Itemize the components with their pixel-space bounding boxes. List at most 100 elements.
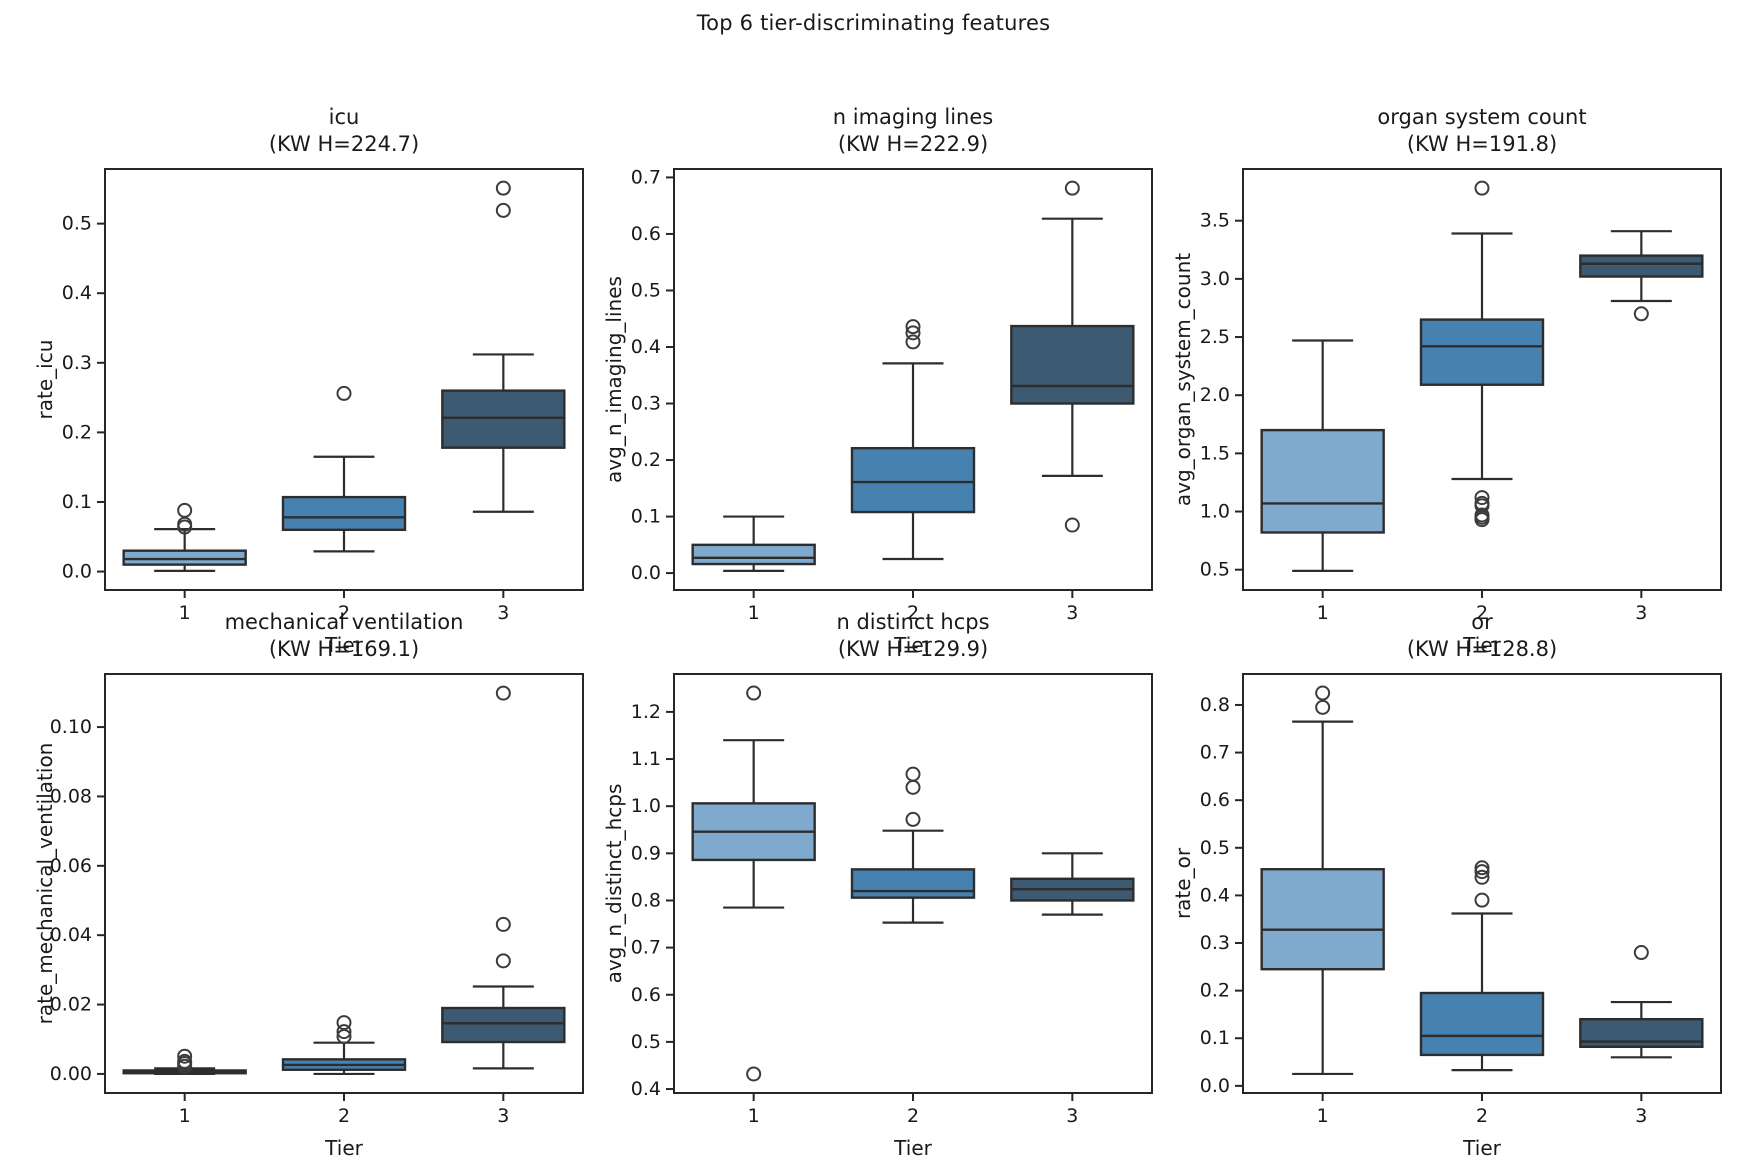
y-tick-label: 1.5 (1200, 442, 1230, 464)
box-tier-2 (281, 495, 407, 532)
y-axis-label: avg_n_distinct_hcps (602, 784, 626, 984)
subplot-subtitle: (KW H=222.9) (838, 132, 988, 156)
box-group-tier-2 (281, 1015, 407, 1076)
y-tick-label: 0.4 (62, 282, 92, 304)
outlier-point (746, 1066, 762, 1082)
outlier-point (1474, 892, 1490, 908)
outlier-point (1474, 860, 1490, 876)
y-tick-label: 0.4 (1200, 884, 1230, 906)
box-group-tier-3 (1010, 180, 1135, 533)
box-tier-3 (441, 389, 566, 449)
outlier-point (495, 180, 511, 196)
outlier-point (336, 1024, 352, 1040)
y-tick-label: 0.4 (631, 336, 661, 358)
outlier-point (495, 202, 511, 218)
subplot-title: mechanical ventilation (225, 610, 464, 634)
outlier-point (1474, 869, 1490, 885)
y-tick-label: 3.0 (1200, 268, 1230, 290)
x-tick-label: 1 (748, 1105, 760, 1127)
x-axis-label: Tier (1462, 1136, 1501, 1160)
y-tick-label: 0.6 (631, 984, 661, 1006)
y-tick-label: 0.08 (50, 785, 92, 807)
x-tick-label: 3 (1635, 1105, 1647, 1127)
box-tier-1 (1260, 428, 1385, 534)
box-group-tier-2 (850, 766, 976, 924)
x-tick-label: 1 (179, 602, 191, 624)
y-tick-label: 0.5 (1200, 837, 1230, 859)
outlier-point (1633, 945, 1649, 961)
outlier-point (177, 1048, 193, 1064)
outlier-point (1315, 685, 1331, 701)
outlier-point (495, 685, 511, 701)
subplot-title: or (1471, 610, 1493, 634)
outlier-point (1633, 306, 1649, 322)
x-tick-label: 2 (907, 1105, 919, 1127)
y-tick-label: 0.10 (50, 716, 92, 738)
box-tier-1 (122, 549, 247, 566)
y-tick-label: 1.0 (1200, 501, 1230, 523)
outlier-point (1474, 180, 1490, 196)
box-group-tier-1 (691, 515, 816, 572)
subplot-subtitle: (KW H=169.1) (269, 637, 419, 661)
y-tick-label: 0.4 (631, 1078, 661, 1100)
y-tick-label: 0.5 (631, 279, 661, 301)
outlier-point (336, 1015, 352, 1031)
box-group-tier-2 (1419, 860, 1545, 1072)
subplot-n_imaging_lines: 0.0 0.1 0.2 0.3 0.4 0.5 0.6 0.7 1 2 3 Tier avg_n_ima… (602, 105, 1153, 657)
box-group-tier-1 (1260, 685, 1385, 1076)
y-tick-label: 0.06 (50, 855, 92, 877)
outlier-point (1474, 512, 1490, 528)
y-tick-label: 0.0 (62, 561, 92, 583)
y-tick-label: 0.1 (1200, 1027, 1230, 1049)
y-tick-label: 0.3 (62, 352, 92, 374)
x-axis-label: Tier (1462, 633, 1501, 657)
y-tick-label: 0.0 (1200, 1075, 1230, 1097)
outlier-point (905, 334, 921, 350)
y-tick-label: 1.1 (631, 748, 661, 770)
x-tick-label: 2 (338, 1105, 350, 1127)
y-tick-label: 2.0 (1200, 384, 1230, 406)
y-axis-label: avg_n_imaging_lines (602, 276, 626, 483)
x-tick-label: 3 (1066, 1105, 1078, 1127)
y-tick-label: 1.0 (631, 795, 661, 817)
outlier-point (177, 1053, 193, 1069)
y-tick-label: 0.6 (631, 223, 661, 245)
y-tick-label: 0.5 (631, 1031, 661, 1053)
x-axis-label: Tier (324, 633, 363, 657)
box-group-tier-3 (1579, 230, 1704, 322)
y-tick-label: 0.1 (62, 491, 92, 513)
y-tick-label: 0.3 (631, 393, 661, 415)
box-group-tier-2 (850, 319, 976, 561)
box-group-tier-3 (1579, 945, 1704, 1059)
x-tick-label: 3 (1066, 602, 1078, 624)
outlier-point (495, 916, 511, 932)
box-tier-1 (691, 543, 816, 566)
subplot-icu: 0.0 0.1 0.2 0.3 0.4 0.5 1 2 3 Tier rate_icu icu (KW … (33, 105, 584, 657)
y-tick-label: 0.7 (631, 937, 661, 959)
box-group-tier-1 (122, 502, 247, 572)
outlier-point (495, 953, 511, 969)
outlier-point (1474, 490, 1490, 506)
y-tick-label: 0.7 (631, 166, 661, 188)
y-tick-label: 3.5 (1200, 210, 1230, 232)
box-tier-3 (1010, 324, 1135, 405)
subplot-n_distinct_hcps: 0.4 0.5 0.6 0.7 0.8 0.9 1.0 1.1 1.2 1 2 3 Tier avg_n_… (602, 610, 1153, 1160)
y-axis-label: rate_or (1171, 847, 1195, 919)
x-tick-label: 1 (1317, 1105, 1329, 1127)
box-tier-2 (850, 868, 976, 899)
y-axis-label: rate_mechanical_ventilation (33, 743, 57, 1025)
y-axis-label: rate_icu (33, 340, 57, 420)
subplot-or: 0.0 0.1 0.2 0.3 0.4 0.5 0.6 0.7 0.8 1 2 3 Tier rate_o… (1171, 610, 1722, 1160)
box-group-tier-3 (441, 685, 566, 1070)
outlier-point (905, 319, 921, 335)
outlier-point (905, 811, 921, 827)
subplot-title: n imaging lines (833, 105, 993, 129)
x-tick-label: 1 (748, 602, 760, 624)
subplot-title: icu (329, 105, 360, 129)
y-axis-label: avg_organ_system_count (1171, 253, 1195, 506)
outlier-point (905, 766, 921, 782)
box-group-tier-1 (122, 1048, 247, 1076)
y-tick-label: 0.00 (50, 1063, 92, 1085)
box-group-tier-2 (1419, 180, 1545, 528)
